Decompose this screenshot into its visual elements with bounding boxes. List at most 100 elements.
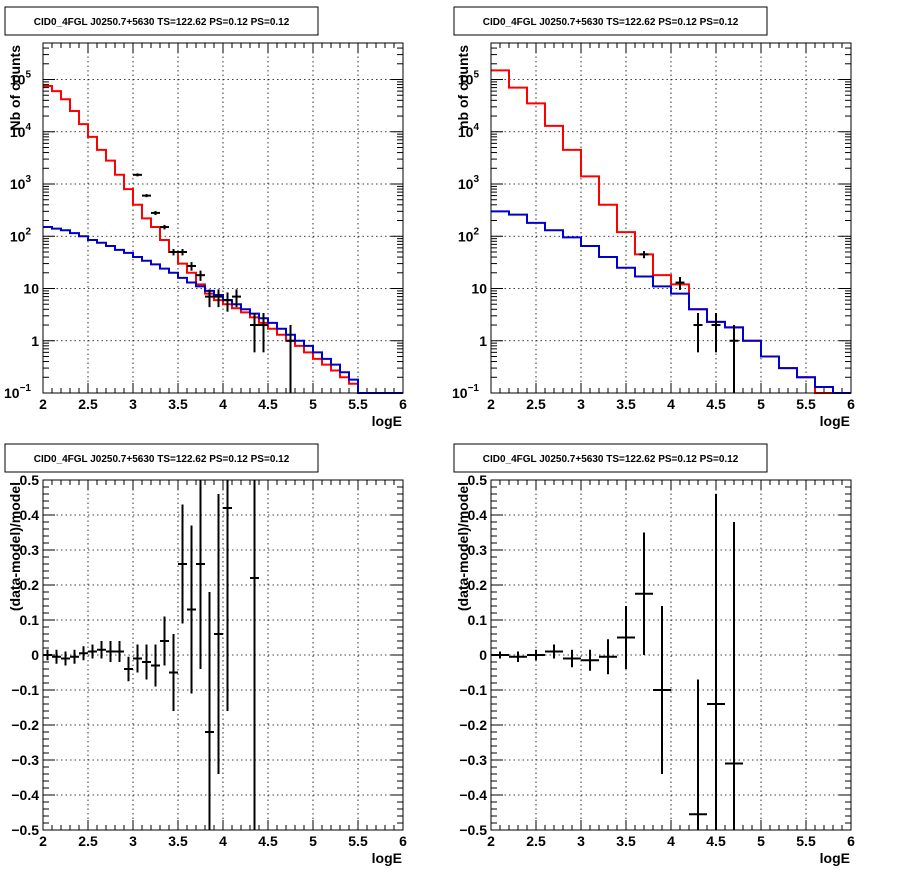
data-point	[214, 494, 223, 774]
x-tick-label: 6	[399, 396, 407, 412]
data-point	[196, 270, 205, 281]
y-tick-label: 102	[10, 226, 32, 244]
y-tick-label: −0.5	[459, 822, 487, 838]
y-tick-label: −0.4	[11, 787, 39, 803]
data-point	[106, 641, 115, 662]
x-axis-title: logE	[820, 413, 850, 429]
y-tick-label: 103	[10, 174, 32, 192]
x-tick-label: 6	[399, 833, 407, 849]
title-box	[4, 6, 319, 36]
x-tick-label: 2.5	[78, 396, 98, 412]
data-point	[689, 679, 707, 830]
data-point	[205, 289, 214, 308]
data-point	[61, 651, 70, 666]
data-point	[729, 325, 739, 393]
data-point	[286, 325, 295, 393]
data-point	[223, 292, 232, 312]
x-tick-label: 2	[487, 833, 495, 849]
x-tick-label: 4.5	[258, 396, 278, 412]
x-tick-label: 5.5	[796, 833, 816, 849]
plot-frame	[42, 479, 404, 831]
data-point	[187, 525, 196, 694]
y-tick-label: 0.4	[468, 507, 488, 523]
y-tick-label: 0.5	[20, 472, 40, 488]
data-point	[491, 651, 509, 659]
y-tick-label: 0.2	[468, 577, 488, 593]
data-point	[88, 644, 97, 659]
x-tick-label: 5	[757, 396, 765, 412]
y-tick-label: −0.1	[459, 682, 487, 698]
y-tick-label: 104	[458, 122, 480, 140]
x-tick-label: 4.5	[258, 833, 278, 849]
y-tick-label: 0.1	[468, 612, 488, 628]
x-axis-title: logE	[372, 850, 402, 866]
x-tick-label: 5.5	[796, 396, 816, 412]
x-tick-label: 4	[219, 396, 227, 412]
data-point	[232, 289, 241, 308]
y-tick-label: 0.4	[20, 507, 40, 523]
data-point	[124, 656, 133, 682]
x-axis-title: logE	[372, 413, 402, 429]
y-tick-label: 105	[10, 70, 32, 88]
y-tick-label: −0.1	[11, 682, 39, 698]
y-tick-label: 0	[479, 647, 487, 663]
x-tick-label: 4.5	[706, 396, 726, 412]
y-tick-label: −0.2	[11, 717, 39, 733]
y-tick-label: 0.5	[468, 472, 488, 488]
data-point	[133, 644, 142, 673]
x-tick-label: 2	[39, 833, 47, 849]
data-point	[707, 494, 725, 830]
data-point	[250, 480, 259, 830]
chart-panel-4: CID0_4FGL J0250.7+5630 TS=122.62 PS=0.12…	[453, 443, 855, 866]
data-point	[151, 210, 160, 216]
y-tick-label: 0.3	[20, 542, 40, 558]
data-point	[169, 634, 178, 711]
plot-frame	[42, 42, 404, 394]
x-tick-label: 5	[757, 833, 765, 849]
data-point	[599, 639, 617, 675]
data-point	[43, 649, 52, 661]
data-point	[693, 312, 703, 353]
title-box	[4, 443, 319, 473]
data-point	[160, 224, 169, 230]
y-tick-label: 1	[479, 333, 487, 349]
y-tick-label: 0.3	[468, 542, 488, 558]
data-point	[581, 649, 599, 671]
data-point	[79, 646, 88, 661]
background-model-histogram	[43, 226, 403, 394]
data-point	[250, 312, 259, 353]
chart-title: CID0_4FGL J0250.7+5630 TS=122.62 PS=0.12…	[34, 17, 290, 28]
chart-title: CID0_4FGL J0250.7+5630 TS=122.62 PS=0.12…	[483, 17, 739, 28]
x-tick-label: 3.5	[168, 833, 188, 849]
x-tick-label: 2.5	[78, 833, 98, 849]
y-tick-label: 102	[458, 226, 480, 244]
data-point	[178, 249, 187, 256]
data-point	[160, 616, 169, 666]
data-point	[178, 504, 187, 624]
x-tick-label: 3	[577, 833, 585, 849]
y-tick-label: 10−1	[4, 383, 31, 401]
data-point	[223, 480, 232, 711]
data-point	[196, 480, 205, 669]
y-tick-label: −0.2	[459, 717, 487, 733]
y-tick-label: 1	[31, 333, 39, 349]
data-point	[169, 249, 178, 256]
chart-panel-1: CID0_4FGL J0250.7+5630 TS=122.62 PS=0.12…	[4, 6, 407, 429]
data-point	[259, 312, 268, 353]
data-point	[527, 649, 545, 661]
data-point	[70, 649, 79, 664]
y-tick-label: 103	[458, 174, 480, 192]
data-point	[142, 194, 151, 198]
y-axis-title: nb of counts	[455, 45, 471, 129]
x-tick-label: 3.5	[616, 396, 636, 412]
y-tick-label: −0.3	[459, 752, 487, 768]
data-point	[725, 522, 743, 830]
y-tick-label: 0.2	[20, 577, 40, 593]
data-point	[151, 644, 160, 687]
data-point	[617, 606, 635, 669]
x-tick-label: 4	[219, 833, 227, 849]
chart-title: CID0_4FGL J0250.7+5630 TS=122.62 PS=0.12…	[34, 454, 290, 465]
y-tick-label: 10−1	[452, 383, 479, 401]
y-tick-label: −0.4	[459, 787, 487, 803]
